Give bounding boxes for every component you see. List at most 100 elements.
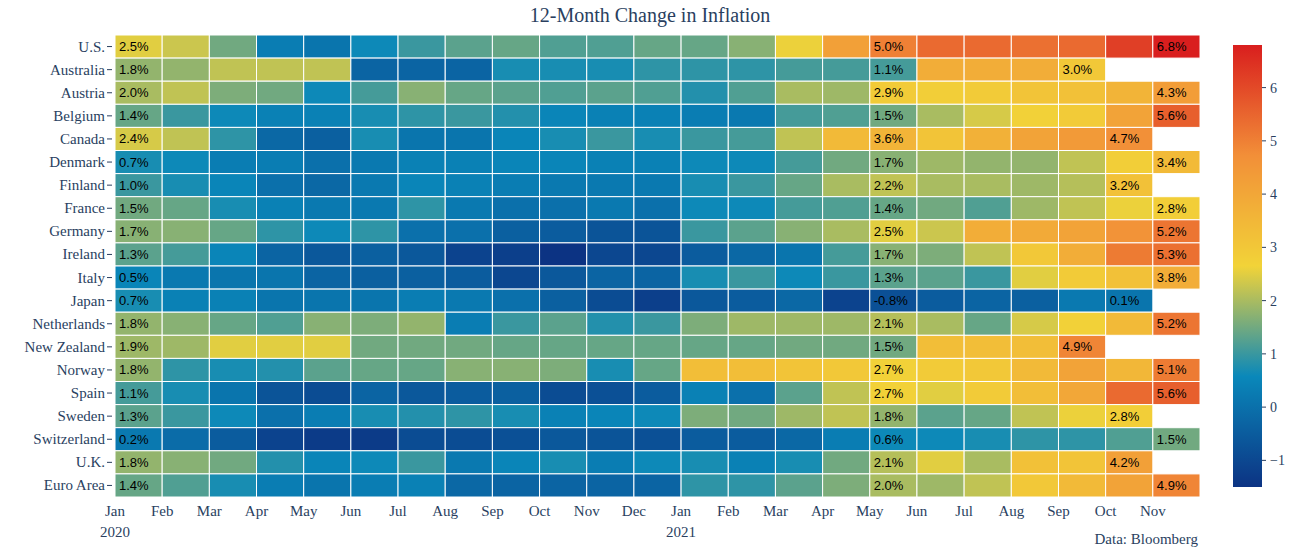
data-label: 2.7% xyxy=(874,386,904,401)
heat-cell xyxy=(681,474,728,497)
heat-cell xyxy=(1106,81,1153,104)
heat-cell xyxy=(964,58,1011,81)
row-label: Germany xyxy=(49,223,105,239)
x-tick-line: May xyxy=(290,503,318,519)
heat-cell xyxy=(257,35,304,58)
row-label: Spain xyxy=(71,385,106,401)
heat-cell xyxy=(492,197,539,220)
row-label: Switzerland xyxy=(33,431,105,447)
heat-cell xyxy=(681,358,728,381)
heat-cell xyxy=(917,312,964,335)
heat-cell xyxy=(540,58,587,81)
x-tick-line: Mar xyxy=(763,503,788,519)
heat-cell xyxy=(257,174,304,197)
heat-cell xyxy=(351,312,398,335)
heat-cell xyxy=(492,220,539,243)
heat-cell xyxy=(587,451,634,474)
heat-cell xyxy=(823,289,870,312)
heat-cell xyxy=(587,428,634,451)
row-label: U.K. xyxy=(76,454,105,470)
heat-cell xyxy=(1106,220,1153,243)
data-label: 1.5% xyxy=(874,339,904,354)
heat-cell xyxy=(823,312,870,335)
heat-cell xyxy=(492,312,539,335)
row-label: Canada xyxy=(60,131,105,147)
heat-cell xyxy=(964,382,1011,405)
data-label: 1.8% xyxy=(119,62,149,77)
data-label: 1.5% xyxy=(1157,432,1187,447)
heat-cell xyxy=(634,197,681,220)
heat-cell xyxy=(775,335,822,358)
row-label: Austria xyxy=(61,85,106,101)
heat-cell xyxy=(162,220,209,243)
heat-cell xyxy=(681,405,728,428)
heat-cell xyxy=(492,405,539,428)
heat-cell xyxy=(351,127,398,150)
heat-cell xyxy=(775,81,822,104)
heat-cell xyxy=(257,335,304,358)
heat-cell xyxy=(823,405,870,428)
heat-cell xyxy=(1058,474,1105,497)
heat-cell xyxy=(540,35,587,58)
x-tick-line: Oct xyxy=(1095,503,1117,519)
heat-cell xyxy=(681,220,728,243)
heat-cell xyxy=(1011,335,1058,358)
heat-cell xyxy=(115,151,162,174)
heat-cell xyxy=(398,81,445,104)
x-tick-line: May xyxy=(856,503,884,519)
heat-cell xyxy=(304,358,351,381)
heat-cell xyxy=(304,220,351,243)
data-label: 0.7% xyxy=(119,155,149,170)
row-tick xyxy=(107,323,112,324)
heat-cell xyxy=(775,405,822,428)
heat-cell xyxy=(917,174,964,197)
heat-cell xyxy=(634,35,681,58)
heat-cell xyxy=(492,335,539,358)
heat-cell xyxy=(1011,197,1058,220)
colorbar-tick xyxy=(1262,140,1266,141)
data-label: 3.4% xyxy=(1157,155,1187,170)
heat-cell xyxy=(351,104,398,127)
heat-cell xyxy=(1106,104,1153,127)
heat-cell xyxy=(398,104,445,127)
heat-cell xyxy=(964,266,1011,289)
heat-cell xyxy=(917,451,964,474)
colorbar-tick xyxy=(1262,407,1266,408)
heat-cell xyxy=(209,151,256,174)
heat-cell xyxy=(304,289,351,312)
heat-cell xyxy=(964,35,1011,58)
heat-cell xyxy=(1106,474,1153,497)
heat-cell xyxy=(775,243,822,266)
heat-cell xyxy=(115,312,162,335)
heat-cell xyxy=(115,58,162,81)
data-label: 1.3% xyxy=(119,247,149,262)
heat-cell xyxy=(1153,220,1200,243)
heat-cell xyxy=(445,312,492,335)
colorbar-tick-label: 2 xyxy=(1270,294,1277,309)
heat-cell xyxy=(115,266,162,289)
heat-cell xyxy=(587,197,634,220)
data-label: 2.5% xyxy=(874,224,904,239)
data-label: 4.9% xyxy=(1157,478,1187,493)
heat-cell xyxy=(257,151,304,174)
heat-cell xyxy=(115,451,162,474)
heat-cell xyxy=(1058,81,1105,104)
heat-cell xyxy=(398,358,445,381)
heat-cell xyxy=(964,289,1011,312)
heat-cell xyxy=(304,405,351,428)
row-label: Norway xyxy=(57,362,106,378)
cell-labels: 2.5%5.0%6.8%1.8%1.1%3.0%2.0%2.9%4.3%1.4%… xyxy=(119,39,1187,493)
heat-cell xyxy=(870,151,917,174)
heat-cell xyxy=(304,35,351,58)
heat-cell xyxy=(681,382,728,405)
data-label: 2.2% xyxy=(874,178,904,193)
heat-cell xyxy=(351,58,398,81)
cells xyxy=(115,35,1200,497)
data-label: 5.3% xyxy=(1157,247,1187,262)
heat-cell xyxy=(1106,405,1153,428)
heat-cell xyxy=(823,428,870,451)
data-label: 2.0% xyxy=(119,85,149,100)
heat-cell xyxy=(351,451,398,474)
heat-cell xyxy=(445,382,492,405)
heat-cell xyxy=(823,451,870,474)
